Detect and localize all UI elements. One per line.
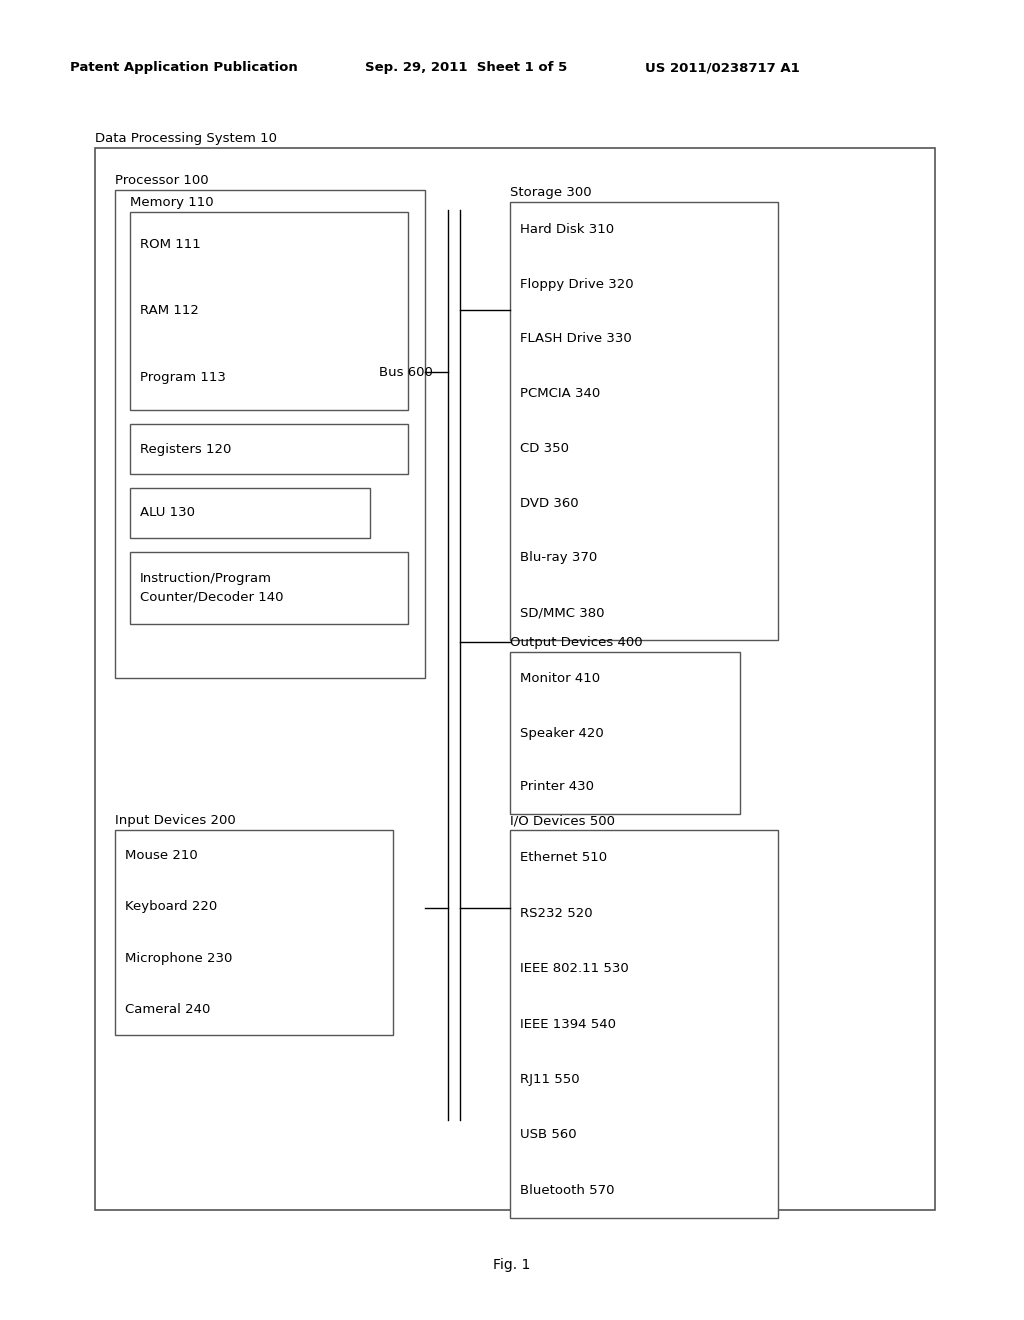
Text: USB 560: USB 560 bbox=[520, 1129, 577, 1142]
Bar bbox=[130, 552, 408, 624]
Bar bbox=[130, 213, 408, 411]
Text: Keyboard 220: Keyboard 220 bbox=[125, 900, 217, 913]
Text: Memory 110: Memory 110 bbox=[130, 195, 214, 209]
Text: Instruction/Program
Counter/Decoder 140: Instruction/Program Counter/Decoder 140 bbox=[140, 572, 284, 605]
Text: CD 350: CD 350 bbox=[520, 442, 569, 455]
Text: Bluetooth 570: Bluetooth 570 bbox=[520, 1184, 614, 1197]
Text: Mouse 210: Mouse 210 bbox=[125, 849, 198, 862]
Text: DVD 360: DVD 360 bbox=[520, 496, 579, 510]
Bar bbox=[510, 830, 778, 1218]
Text: Fig. 1: Fig. 1 bbox=[494, 1258, 530, 1272]
Text: Blu-ray 370: Blu-ray 370 bbox=[520, 552, 597, 565]
Bar bbox=[510, 202, 778, 640]
Text: Cameral 240: Cameral 240 bbox=[125, 1003, 210, 1016]
Text: Speaker 420: Speaker 420 bbox=[520, 726, 604, 739]
Text: Sep. 29, 2011  Sheet 1 of 5: Sep. 29, 2011 Sheet 1 of 5 bbox=[365, 62, 567, 74]
Text: Program 113: Program 113 bbox=[140, 371, 226, 384]
Text: SD/MMC 380: SD/MMC 380 bbox=[520, 606, 604, 619]
Text: Printer 430: Printer 430 bbox=[520, 780, 594, 793]
Text: ROM 111: ROM 111 bbox=[140, 239, 201, 252]
Text: Output Devices 400: Output Devices 400 bbox=[510, 636, 643, 649]
Text: Bus 600: Bus 600 bbox=[379, 366, 433, 379]
Text: Ethernet 510: Ethernet 510 bbox=[520, 851, 607, 865]
Text: FLASH Drive 330: FLASH Drive 330 bbox=[520, 333, 632, 346]
Text: Patent Application Publication: Patent Application Publication bbox=[70, 62, 298, 74]
Text: RJ11 550: RJ11 550 bbox=[520, 1073, 580, 1086]
Text: Processor 100: Processor 100 bbox=[115, 174, 209, 187]
Bar bbox=[130, 488, 370, 539]
Bar bbox=[115, 190, 425, 678]
Text: Microphone 230: Microphone 230 bbox=[125, 952, 232, 965]
Bar bbox=[95, 148, 935, 1210]
Text: IEEE 802.11 530: IEEE 802.11 530 bbox=[520, 962, 629, 975]
Text: I/O Devices 500: I/O Devices 500 bbox=[510, 814, 615, 828]
Text: PCMCIA 340: PCMCIA 340 bbox=[520, 387, 600, 400]
Bar bbox=[115, 830, 393, 1035]
Text: RAM 112: RAM 112 bbox=[140, 305, 199, 318]
Text: Floppy Drive 320: Floppy Drive 320 bbox=[520, 277, 634, 290]
Text: US 2011/0238717 A1: US 2011/0238717 A1 bbox=[645, 62, 800, 74]
Text: Storage 300: Storage 300 bbox=[510, 186, 592, 199]
Text: ALU 130: ALU 130 bbox=[140, 507, 195, 520]
Text: IEEE 1394 540: IEEE 1394 540 bbox=[520, 1018, 616, 1031]
Text: Hard Disk 310: Hard Disk 310 bbox=[520, 223, 614, 236]
Text: Registers 120: Registers 120 bbox=[140, 442, 231, 455]
Text: RS232 520: RS232 520 bbox=[520, 907, 593, 920]
Bar bbox=[130, 424, 408, 474]
Text: Input Devices 200: Input Devices 200 bbox=[115, 814, 236, 828]
Bar bbox=[510, 652, 740, 814]
Text: Monitor 410: Monitor 410 bbox=[520, 672, 600, 685]
Text: Data Processing System 10: Data Processing System 10 bbox=[95, 132, 278, 145]
